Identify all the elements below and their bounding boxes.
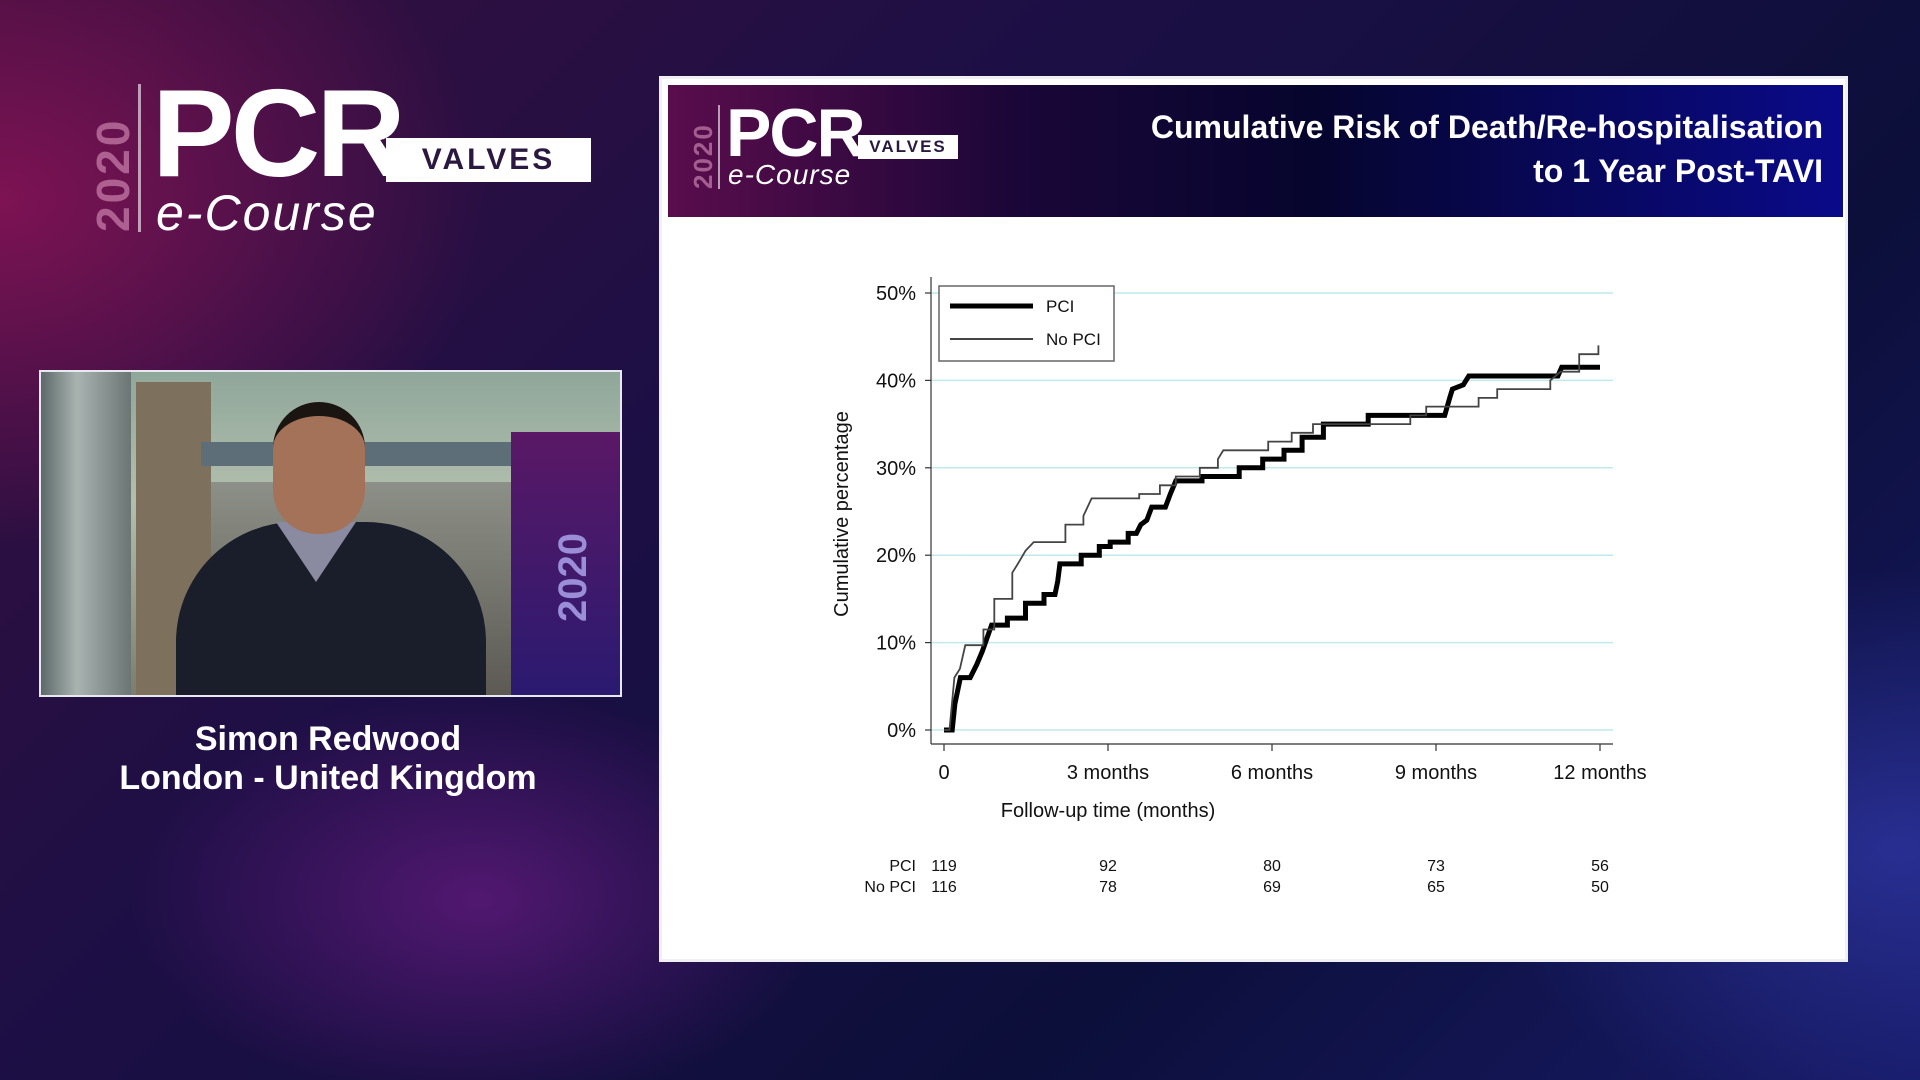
logo-ecourse: e-Course bbox=[156, 185, 378, 241]
y-tick-label: 10% bbox=[876, 633, 916, 655]
slide-title-line2: to 1 Year Post-TAVI bbox=[1533, 153, 1823, 189]
y-tick-label: 50% bbox=[876, 283, 916, 305]
series-line-no-pci bbox=[944, 345, 1600, 731]
speaker-name: Simon Redwood bbox=[194, 720, 462, 758]
y-tick-label: 30% bbox=[876, 458, 916, 480]
legend-nopci-label: No PCI bbox=[1046, 330, 1101, 349]
presentation-slide: 2020 PCR VALVES e-Course Cumulative Risk… bbox=[659, 76, 1848, 962]
y-tick-label: 0% bbox=[887, 720, 916, 742]
logo-divider bbox=[138, 84, 141, 232]
y-axis-title: Cumulative percentage bbox=[831, 411, 853, 617]
legend-pci-label: PCI bbox=[1046, 297, 1074, 316]
window-frame bbox=[41, 372, 131, 695]
x-tick-label: 3 months bbox=[1067, 762, 1149, 784]
slide-logo-divider bbox=[718, 105, 720, 189]
risk-count: 73 bbox=[1427, 858, 1445, 875]
x-tick-label: 9 months bbox=[1395, 762, 1477, 784]
risk-row-label: No PCI bbox=[864, 879, 916, 896]
screen-year: 2020 bbox=[551, 533, 595, 622]
x-tick-label: 0 bbox=[938, 762, 949, 784]
slide-logo: 2020 PCR VALVES e-Course bbox=[688, 99, 958, 193]
x-tick-label: 6 months bbox=[1231, 762, 1313, 784]
risk-count: 50 bbox=[1591, 879, 1609, 896]
y-tick-label: 40% bbox=[876, 370, 916, 392]
slide-logo-ecourse: e-Course bbox=[728, 159, 852, 190]
slide-logo-pcr: PCR bbox=[726, 95, 866, 171]
slide-logo-year: 2020 bbox=[688, 123, 718, 189]
slide-title-line1: Cumulative Risk of Death/Re-hospitalisat… bbox=[1150, 109, 1823, 145]
risk-count: 69 bbox=[1263, 879, 1281, 896]
risk-count: 119 bbox=[931, 858, 957, 875]
y-tick-label: 20% bbox=[876, 545, 916, 567]
legend-box bbox=[938, 285, 1115, 362]
logo-year: 2020 bbox=[87, 117, 139, 232]
risk-count: 56 bbox=[1591, 858, 1609, 875]
logo-valves: VALVES bbox=[386, 138, 591, 182]
series-line-pci bbox=[944, 364, 1600, 733]
tick-labels: 0% 10% 20% 30% 40% 50% 0 3 months 6 months 9 mont… bbox=[876, 283, 1647, 784]
risk-count: 116 bbox=[931, 879, 957, 896]
slide-logo-valves: VALVES bbox=[858, 135, 958, 159]
speaker-video: 2020 bbox=[39, 370, 622, 697]
legend: PCI No PCI bbox=[938, 285, 1115, 362]
cumulative-risk-chart: 0% 10% 20% 30% 40% 50% 0 3 months 6 months 9 mont… bbox=[831, 277, 1647, 896]
series-lines bbox=[944, 345, 1600, 733]
number-at-risk-table: PCI 119 92 80 73 56 No PCI 116 78 69 65 50 bbox=[864, 858, 1609, 896]
x-tick-label: 12 months bbox=[1553, 762, 1646, 784]
speaker-location: London - United Kingdom bbox=[119, 759, 537, 797]
risk-count: 78 bbox=[1099, 879, 1117, 896]
risk-row-label: PCI bbox=[889, 858, 916, 875]
risk-count: 92 bbox=[1099, 858, 1117, 875]
x-axis-title: Follow-up time (months) bbox=[1001, 800, 1216, 822]
speaker-head bbox=[273, 402, 365, 534]
pcr-screen bbox=[511, 432, 620, 695]
risk-count: 80 bbox=[1263, 858, 1281, 875]
logo-pcr: PCR bbox=[152, 65, 406, 203]
slide-header: 2020 PCR VALVES e-Course Cumulative Risk… bbox=[668, 85, 1843, 217]
risk-count: 65 bbox=[1427, 879, 1445, 896]
bridge-walkway bbox=[201, 442, 561, 466]
axes bbox=[925, 277, 1613, 751]
pcr-valves-logo: 2020 PCR VALVES e-Course bbox=[86, 72, 596, 241]
